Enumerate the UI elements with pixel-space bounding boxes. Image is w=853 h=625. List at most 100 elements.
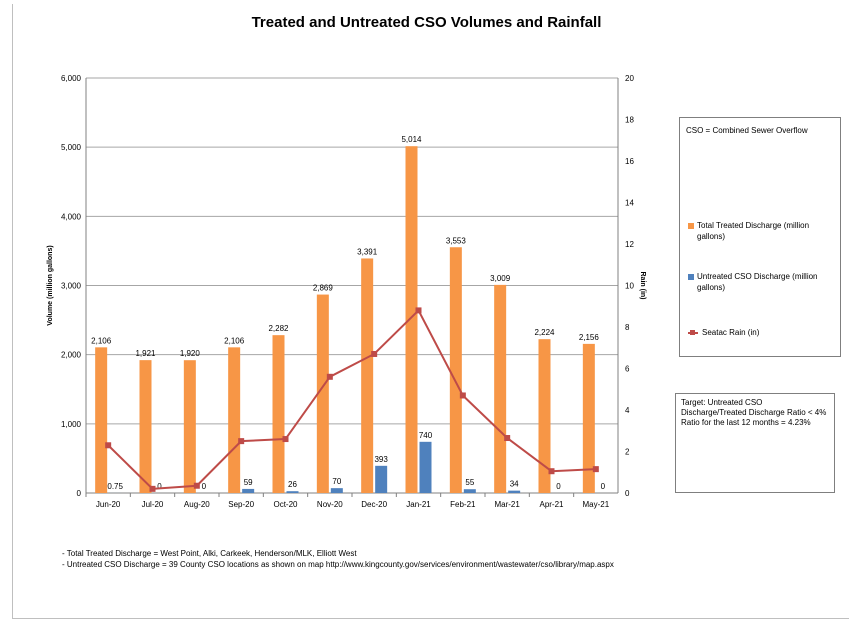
y2-tick-label: 14 — [625, 199, 634, 208]
data-label-treated: 2,282 — [268, 324, 289, 333]
rain-point — [592, 466, 599, 473]
bar-treated — [183, 360, 196, 493]
data-label-treated: 3,009 — [490, 274, 511, 283]
footnotes: - Total Treated Discharge = West Point, … — [62, 548, 614, 570]
y-tick-label: 4,000 — [61, 212, 82, 221]
bar-untreated — [508, 490, 521, 493]
y-tick-label: 1,000 — [61, 420, 82, 429]
y2-tick-label: 20 — [625, 74, 634, 83]
data-label-untreated: 0 — [157, 482, 162, 491]
data-label-treated: 2,869 — [313, 284, 334, 293]
x-tick-label: Mar-21 — [494, 500, 520, 509]
bar-treated — [538, 339, 551, 493]
y-tick-label: 0 — [77, 489, 82, 498]
x-tick-label: Jun-20 — [96, 500, 121, 509]
y2-tick-label: 8 — [625, 323, 630, 332]
bar-treated — [95, 347, 108, 493]
y2-tick-label: 16 — [625, 157, 634, 166]
data-label-untreated: 59 — [244, 478, 253, 487]
y-axis-title: Volume (million gallons) — [47, 245, 54, 325]
legend-note: CSO = Combined Sewer Overflow — [686, 126, 808, 135]
data-label-untreated: 0.75 — [107, 482, 123, 491]
rain-point — [326, 373, 333, 380]
bar-treated — [316, 294, 329, 493]
rain-point — [282, 436, 289, 443]
x-tick-label: Feb-21 — [450, 500, 476, 509]
rain-point — [238, 438, 245, 445]
y-tick-label: 6,000 — [61, 74, 82, 83]
rain-point — [149, 485, 156, 492]
data-label-untreated: 55 — [465, 478, 474, 487]
bar-treated — [582, 343, 595, 493]
bar-untreated — [463, 489, 476, 493]
y2-axis-title: Rain (in) — [639, 272, 646, 300]
chart-title: Treated and Untreated CSO Volumes and Ra… — [251, 14, 602, 31]
rain-point — [105, 442, 112, 449]
y-tick-label: 2,000 — [61, 351, 82, 360]
data-label-untreated: 0 — [556, 482, 561, 491]
data-label-treated: 2,156 — [579, 333, 600, 342]
y2-tick-label: 12 — [625, 240, 634, 249]
rain-line — [107, 308, 596, 490]
legend: CSO = Combined Sewer Overflow Total Trea… — [679, 117, 841, 357]
data-label-untreated: 740 — [419, 431, 433, 440]
bar-untreated — [242, 488, 255, 493]
rain-point — [371, 350, 378, 357]
data-label-untreated: 34 — [510, 480, 519, 489]
y2-tick-label: 0 — [625, 489, 630, 498]
y2-tick-label: 18 — [625, 116, 634, 125]
y-tick-label: 3,000 — [61, 282, 82, 291]
data-label-treated: 1,921 — [135, 349, 156, 358]
y2-tick-label: 6 — [625, 365, 630, 374]
data-label-untreated: 0 — [601, 482, 606, 491]
rain-point — [548, 468, 555, 475]
data-label-untreated: 0 — [202, 482, 207, 491]
rain-point — [459, 392, 466, 399]
x-tick-label: Oct-20 — [273, 500, 298, 509]
bar-treated — [361, 258, 374, 493]
legend-item-treated: Total Treated Discharge (million gallons… — [688, 220, 836, 242]
bar-treated — [494, 284, 507, 493]
data-label-untreated: 70 — [332, 477, 341, 486]
x-tick-label: Nov-20 — [317, 500, 343, 509]
footnote-treated: - Total Treated Discharge = West Point, … — [62, 549, 357, 558]
bar-untreated — [286, 491, 299, 493]
legend-swatch-treated — [688, 223, 694, 229]
data-label-treated: 3,553 — [446, 236, 467, 245]
data-label-untreated: 26 — [288, 480, 297, 489]
legend-item-untreated: Untreated CSO Discharge (million gallons… — [688, 271, 836, 293]
bar-treated — [405, 146, 418, 493]
data-label-treated: 3,391 — [357, 247, 378, 256]
chart-frame — [12, 4, 849, 619]
legend-label-rain: Seatac Rain (in) — [702, 328, 760, 337]
x-tick-label: Jan-21 — [406, 500, 431, 509]
legend-swatch-untreated — [688, 274, 694, 280]
y2-tick-label: 4 — [625, 406, 630, 415]
bar-untreated — [419, 441, 432, 493]
target-text: Target: Untreated CSO Discharge/Treated … — [681, 398, 827, 417]
rain-point — [193, 482, 200, 489]
data-label-treated: 2,106 — [91, 336, 112, 345]
bar-treated — [449, 247, 462, 493]
data-label-treated: 2,106 — [224, 336, 245, 345]
rain-point — [415, 307, 422, 314]
data-label-untreated: 393 — [374, 455, 388, 464]
x-tick-label: Aug-20 — [184, 500, 210, 509]
legend-label-treated: Total Treated Discharge (million gallons… — [697, 221, 810, 241]
y-tick-label: 5,000 — [61, 143, 82, 152]
x-tick-label: Dec-20 — [361, 500, 387, 509]
data-label-treated: 1,920 — [180, 349, 201, 358]
data-label-treated: 2,224 — [534, 328, 555, 337]
bar-treated — [228, 347, 241, 493]
bar-treated — [139, 360, 152, 493]
footnote-untreated: - Untreated CSO Discharge = 39 County CS… — [62, 560, 614, 569]
bar-treated — [272, 335, 285, 493]
x-tick-label: Jul-20 — [142, 500, 164, 509]
legend-label-untreated: Untreated CSO Discharge (million gallons… — [697, 272, 818, 292]
x-tick-label: May-21 — [582, 500, 609, 509]
data-label-treated: 5,014 — [401, 135, 422, 144]
rain-point — [504, 435, 511, 442]
legend-swatch-rain — [688, 330, 698, 335]
x-tick-label: Sep-20 — [228, 500, 254, 509]
